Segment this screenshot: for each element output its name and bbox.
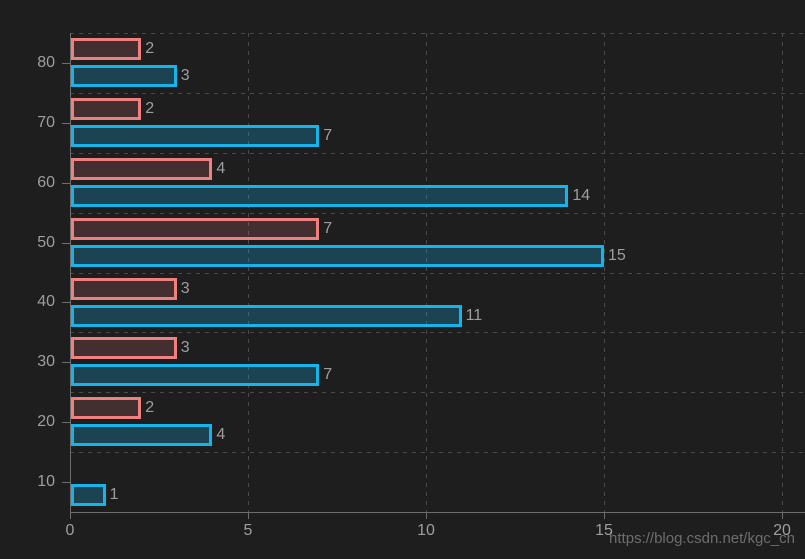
- category-gridline: [70, 152, 805, 154]
- y-axis-tickmark: [62, 62, 70, 64]
- x-axis-tick-label: 15: [595, 522, 613, 539]
- bar-red-50: [71, 217, 320, 240]
- bar-value-label: 3: [180, 279, 190, 297]
- x-axis-tickmark: [70, 513, 71, 519]
- bar-value-label: 2: [145, 399, 155, 417]
- y-axis-tick-label: 30: [37, 353, 55, 371]
- value-gridline: [604, 33, 605, 512]
- y-axis-tickmark: [62, 122, 70, 124]
- category-gridline: [70, 272, 805, 274]
- x-axis-tickmark: [782, 513, 783, 519]
- category-gridline: [70, 212, 805, 214]
- bar-blue-60: [71, 184, 569, 207]
- x-axis-tick-label: 10: [417, 522, 435, 539]
- y-axis-tickmark: [62, 242, 70, 244]
- category-gridline: [70, 92, 805, 94]
- x-axis-tickmark: [248, 513, 249, 519]
- y-axis-tick-label: 50: [37, 233, 55, 251]
- value-gridline: [426, 33, 427, 512]
- bar-red-80: [71, 38, 142, 60]
- x-axis-tickmark: [426, 513, 427, 519]
- bar-blue-50: [71, 244, 604, 267]
- bar-value-label: 4: [216, 159, 226, 177]
- bar-blue-70: [71, 124, 320, 147]
- bar-value-label: 2: [145, 99, 155, 117]
- bar-value-label: 14: [572, 186, 591, 204]
- bar-value-label: 11: [465, 306, 483, 324]
- y-axis-tick-label: 10: [37, 473, 55, 491]
- bar-red-60: [71, 157, 213, 180]
- y-axis-tickmark: [62, 362, 70, 364]
- bar-value-label: 4: [216, 426, 226, 444]
- category-gridline: [70, 392, 805, 394]
- x-axis-tick-label: 5: [243, 522, 253, 539]
- y-axis-tick-label: 60: [37, 173, 55, 191]
- x-axis-tick-label: 20: [773, 522, 791, 539]
- y-axis-tick-label: 80: [37, 53, 55, 71]
- category-gridline: [70, 332, 805, 334]
- y-axis-tick-label: 20: [37, 413, 55, 431]
- x-axis-tickmark: [604, 513, 605, 519]
- y-axis-tickmark: [62, 302, 70, 304]
- bar-value-label: 7: [323, 126, 333, 144]
- bar-value-label: 7: [323, 366, 333, 384]
- y-axis-tick-label: 40: [37, 293, 55, 311]
- category-gridline: [70, 33, 805, 34]
- bar-value-label: 3: [180, 339, 190, 357]
- y-axis-line: [70, 33, 71, 512]
- bar-value-label: 2: [145, 40, 155, 57]
- bar-blue-20: [71, 424, 213, 447]
- bar-red-30: [71, 337, 177, 360]
- bar-blue-80: [71, 65, 177, 87]
- bar-value-label: 3: [180, 67, 190, 84]
- bar-red-20: [71, 397, 142, 420]
- category-gridline: [70, 452, 805, 454]
- bar-red-40: [71, 277, 177, 300]
- bar-value-label: 7: [323, 219, 333, 237]
- bar-blue-10: [71, 484, 106, 507]
- bar-value-label: 15: [608, 246, 626, 264]
- bar-value-label: 1: [109, 486, 119, 504]
- y-axis-tickmark: [62, 422, 70, 424]
- x-axis-tick-label: 0: [65, 522, 75, 539]
- y-axis-tickmark: [62, 182, 70, 184]
- bar-red-70: [71, 97, 142, 120]
- y-axis-tickmark: [62, 482, 70, 484]
- x-axis-line: [70, 512, 805, 513]
- value-gridline: [248, 33, 249, 512]
- bar-blue-30: [71, 364, 320, 387]
- bar-blue-40: [71, 304, 462, 327]
- y-axis-tick-label: 70: [37, 113, 55, 131]
- watermark-text: https://blog.csdn.net/kgc_cn: [609, 530, 795, 547]
- value-gridline: [782, 33, 783, 512]
